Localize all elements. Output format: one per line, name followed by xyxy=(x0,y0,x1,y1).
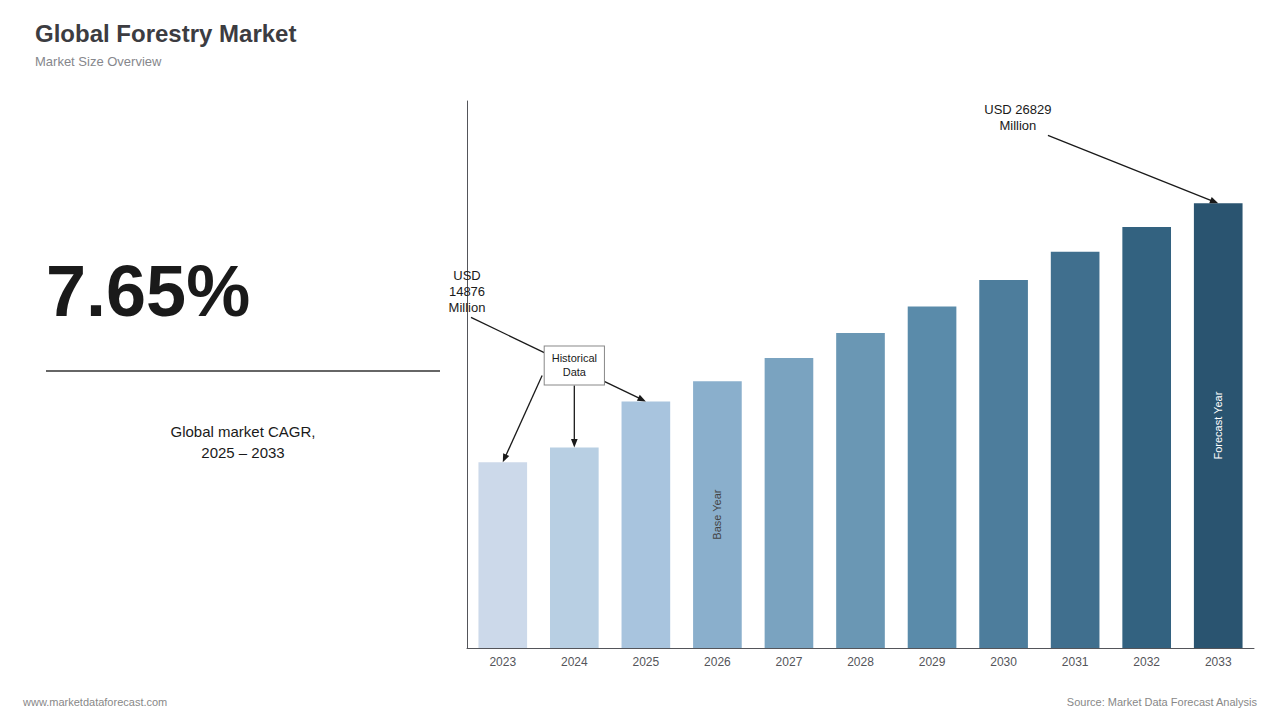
svg-text:2025 – 2033: 2025 – 2033 xyxy=(201,444,284,461)
svg-text:Historical: Historical xyxy=(552,352,597,364)
svg-text:Market Size Overview: Market Size Overview xyxy=(35,54,162,69)
svg-text:Source: Market Data Forecast A: Source: Market Data Forecast Analysis xyxy=(1067,696,1258,708)
svg-text:2032: 2032 xyxy=(1133,655,1160,669)
svg-text:2027: 2027 xyxy=(776,655,803,669)
svg-text:2023: 2023 xyxy=(489,655,516,669)
svg-text:Data: Data xyxy=(563,366,587,378)
svg-text:USD 26829: USD 26829 xyxy=(984,102,1051,117)
svg-text:2033: 2033 xyxy=(1205,655,1232,669)
svg-text:2025: 2025 xyxy=(633,655,660,669)
svg-text:2031: 2031 xyxy=(1062,655,1089,669)
svg-text:14876: 14876 xyxy=(449,284,485,299)
svg-text:Forecast Year: Forecast Year xyxy=(1212,391,1224,459)
svg-text:2024: 2024 xyxy=(561,655,588,669)
svg-text:7.65%: 7.65% xyxy=(46,251,250,331)
svg-text:Base Year: Base Year xyxy=(711,489,723,539)
svg-text:Global Forestry Market: Global Forestry Market xyxy=(35,20,296,47)
svg-text:Million: Million xyxy=(449,300,486,315)
svg-text:2026: 2026 xyxy=(704,655,731,669)
svg-text:2029: 2029 xyxy=(919,655,946,669)
svg-text:Global market CAGR,: Global market CAGR, xyxy=(170,423,315,440)
svg-text:2030: 2030 xyxy=(990,655,1017,669)
svg-text:USD: USD xyxy=(453,268,480,283)
svg-text:Million: Million xyxy=(999,118,1036,133)
svg-text:www.marketdataforecast.com: www.marketdataforecast.com xyxy=(22,696,167,708)
svg-text:2028: 2028 xyxy=(847,655,874,669)
